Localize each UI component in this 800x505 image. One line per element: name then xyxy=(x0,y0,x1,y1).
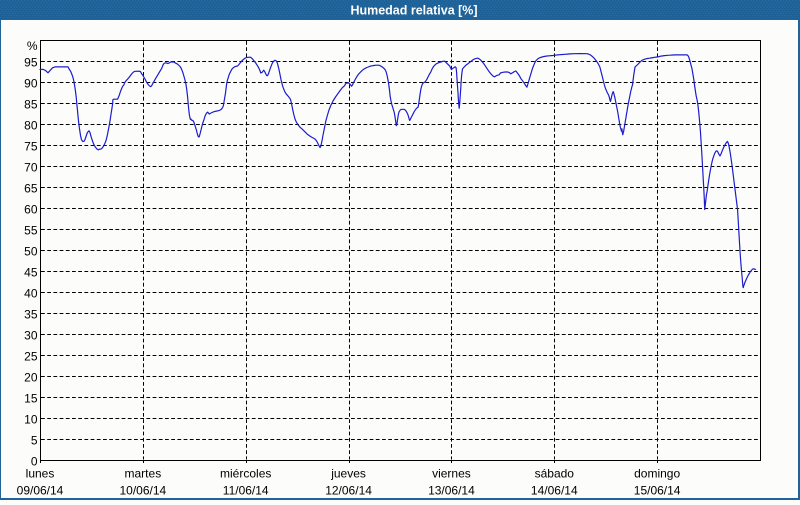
svg-text:domingo: domingo xyxy=(634,467,680,481)
svg-text:09/06/14: 09/06/14 xyxy=(17,484,64,498)
svg-text:35: 35 xyxy=(24,308,38,322)
svg-text:10/06/14: 10/06/14 xyxy=(120,484,167,498)
svg-text:sábado: sábado xyxy=(535,467,575,481)
svg-text:martes: martes xyxy=(125,467,162,481)
svg-text:85: 85 xyxy=(24,98,38,112)
svg-text:14/06/14: 14/06/14 xyxy=(531,484,578,498)
svg-text:40: 40 xyxy=(24,287,38,301)
svg-text:10: 10 xyxy=(24,413,38,427)
svg-text:11/06/14: 11/06/14 xyxy=(223,484,269,498)
svg-text:95: 95 xyxy=(24,56,38,70)
svg-text:45: 45 xyxy=(24,266,38,280)
svg-text:%: % xyxy=(27,39,38,53)
svg-text:12/06/14: 12/06/14 xyxy=(325,484,372,498)
svg-text:75: 75 xyxy=(24,140,38,154)
svg-text:miércoles: miércoles xyxy=(220,467,271,481)
svg-text:15/06/14: 15/06/14 xyxy=(634,484,681,498)
svg-text:25: 25 xyxy=(24,350,38,364)
svg-text:Humedad relativa [%]: Humedad relativa [%] xyxy=(350,4,477,18)
svg-text:30: 30 xyxy=(24,329,38,343)
svg-text:60: 60 xyxy=(24,203,38,217)
svg-text:80: 80 xyxy=(24,119,38,133)
svg-text:70: 70 xyxy=(24,161,38,175)
svg-text:50: 50 xyxy=(24,245,38,259)
svg-text:viernes: viernes xyxy=(432,467,471,481)
svg-text:lunes: lunes xyxy=(26,467,55,481)
svg-text:65: 65 xyxy=(24,182,38,196)
svg-text:jueves: jueves xyxy=(330,467,366,481)
svg-text:5: 5 xyxy=(31,434,38,448)
svg-text:20: 20 xyxy=(24,371,38,385)
svg-text:13/06/14: 13/06/14 xyxy=(428,484,475,498)
svg-text:0: 0 xyxy=(31,455,38,469)
svg-text:90: 90 xyxy=(24,77,38,91)
svg-text:55: 55 xyxy=(24,224,38,238)
svg-text:15: 15 xyxy=(24,392,38,406)
